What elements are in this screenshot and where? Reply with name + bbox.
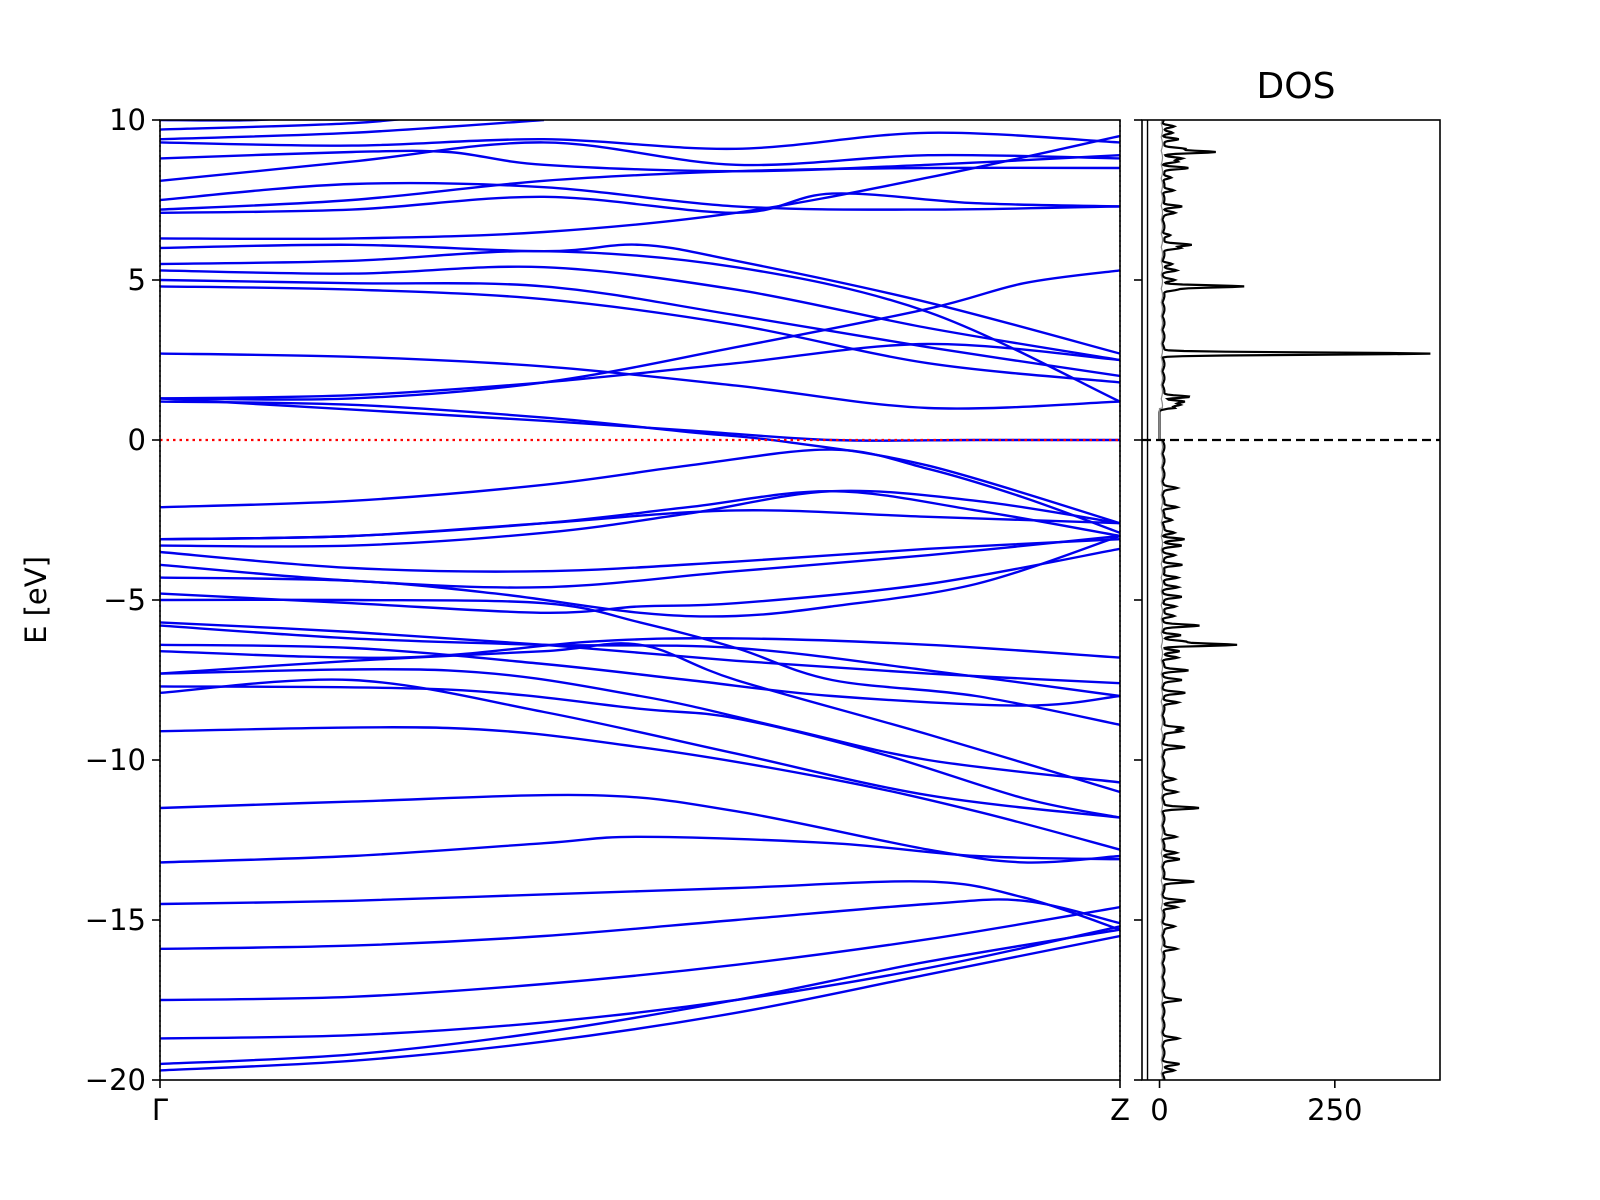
- band-line-15: [160, 643, 1120, 707]
- dos-x-tick-label: 0: [1150, 1093, 1168, 1127]
- band-line-11: [160, 685, 1120, 819]
- band-line-35: [160, 249, 1120, 403]
- y-axis-label: E [eV]: [19, 556, 53, 644]
- x-tick-label: Γ: [152, 1093, 168, 1127]
- dos-x-tick-label: 250: [1307, 1093, 1362, 1127]
- band-line-33: [160, 278, 1120, 378]
- y-tick-label: −5: [103, 583, 146, 617]
- band-line-36: [160, 243, 1120, 355]
- band-line-32: [160, 285, 1120, 384]
- band-line-22: [160, 538, 1120, 573]
- band-line-34: [160, 265, 1120, 362]
- band-line-43: [160, 131, 1120, 151]
- band-line-44: [160, 120, 545, 141]
- dos-x-axis-ticks: 0 250: [1150, 1080, 1363, 1127]
- x-tick-label: Z: [1110, 1093, 1130, 1127]
- band-line-16: [160, 624, 1120, 698]
- y-tick-label: −10: [85, 743, 146, 777]
- band-line-37: [160, 134, 1120, 241]
- band-line-23: [160, 489, 1120, 548]
- band-line-2: [160, 928, 1120, 1066]
- band-line-38: [160, 192, 1120, 215]
- dos-y-axis-ticks: [1134, 119, 1142, 1081]
- band-line-41: [160, 141, 1120, 182]
- band-line-6: [160, 880, 1120, 931]
- dos-panel: DOS 0 250: [1134, 66, 1441, 1127]
- y-tick-label: 0: [128, 423, 146, 457]
- dos-curve: [1158, 120, 1431, 1080]
- band-line-18: [160, 598, 1120, 726]
- band-line-14: [160, 637, 1120, 660]
- band-line-5: [160, 898, 1120, 950]
- band-line-21: [160, 534, 1120, 589]
- band-line-26: [160, 448, 1120, 534]
- band-line-7: [160, 835, 1120, 864]
- band-line-8: [160, 793, 1120, 864]
- y-tick-label: −15: [85, 903, 146, 937]
- y-tick-label: −20: [85, 1063, 146, 1097]
- band-line-19: [160, 547, 1120, 615]
- band-line-30: [160, 342, 1120, 400]
- band-line-3: [160, 925, 1120, 1040]
- band-line-10: [160, 678, 1120, 819]
- band-line-1: [160, 934, 1120, 1072]
- band-line-45: [160, 120, 405, 131]
- band-line-42: [160, 149, 1120, 173]
- band-line-17: [160, 621, 1120, 685]
- band-line-12: [160, 668, 1120, 784]
- band-line-40: [160, 181, 1120, 211]
- band-line-31: [160, 352, 1120, 410]
- band-line-29: [160, 269, 1120, 401]
- band-line-28: [160, 400, 1120, 525]
- band-line-39: [160, 166, 1120, 211]
- y-tick-label: 10: [109, 103, 146, 137]
- band-line-4: [160, 906, 1120, 1002]
- y-tick-label: 5: [128, 263, 146, 297]
- dos-secondary-curve: [1158, 120, 1164, 1080]
- band-line-25: [160, 509, 1120, 541]
- band-y-axis-ticks: −20 −15 −10 −5 0 5 10: [85, 103, 160, 1097]
- dos-panel-title: DOS: [1257, 66, 1336, 107]
- band-lines-group: [160, 120, 1120, 1072]
- dos-curve-group: [1158, 120, 1431, 1080]
- band-line-9: [160, 726, 1120, 851]
